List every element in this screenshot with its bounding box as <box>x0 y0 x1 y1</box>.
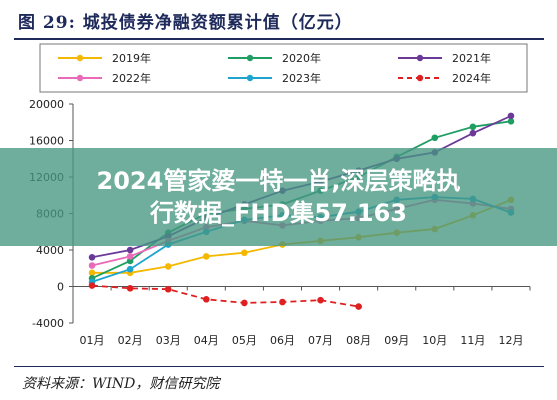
legend-label: 2023年 <box>282 71 321 85</box>
legend-label: 2022年 <box>112 71 151 85</box>
x-tick-label: 05月 <box>232 334 257 347</box>
x-tick-label: 10月 <box>422 334 447 347</box>
data-point <box>241 249 248 257</box>
data-point <box>88 254 96 261</box>
x-tick-label: 02月 <box>118 334 143 347</box>
y-tick-label: 0 <box>57 281 64 294</box>
source-rule <box>14 366 544 367</box>
overlay-line-1: 2024管家婆一特一肖,深层策略执 <box>96 167 461 195</box>
data-point <box>469 123 477 131</box>
data-point <box>469 129 477 137</box>
data-point <box>202 295 210 303</box>
y-tick-label: 16000 <box>29 135 64 148</box>
legend-marker <box>246 74 254 82</box>
data-point <box>279 298 286 306</box>
x-tick-label: 01月 <box>80 334 105 347</box>
legend-label: 2021年 <box>452 51 491 65</box>
x-tick-label: 12月 <box>498 334 523 347</box>
series-line <box>91 284 359 308</box>
overlay-line-2: 行数据_FHD集57.163 <box>149 199 407 227</box>
data-point <box>164 263 172 270</box>
title-rule <box>14 38 544 40</box>
y-tick-label: -4000 <box>32 317 64 330</box>
legend-marker <box>246 54 254 62</box>
data-point <box>126 253 134 260</box>
data-point <box>126 257 134 265</box>
legend-marker <box>76 74 84 82</box>
legend-label: 2020年 <box>282 51 321 65</box>
x-tick-label: 04月 <box>194 334 219 347</box>
overlay-banner <box>0 148 557 246</box>
data-point <box>88 269 96 277</box>
data-point <box>126 246 134 254</box>
source-note: 资料来源：WIND，财信研究院 <box>22 376 220 392</box>
legend-marker <box>76 54 84 62</box>
y-tick-label: 4000 <box>36 244 64 257</box>
y-tick-label: 20000 <box>29 98 64 111</box>
x-tick-label: 06月 <box>270 334 295 347</box>
data-point <box>88 262 96 269</box>
x-tick-label: 09月 <box>384 334 409 347</box>
x-tick-label: 08月 <box>346 334 371 347</box>
data-point <box>88 282 96 289</box>
data-point <box>355 303 362 310</box>
legend-box <box>39 43 528 93</box>
data-point <box>317 296 324 304</box>
legend-marker <box>416 54 424 62</box>
data-point <box>126 285 134 292</box>
data-point <box>507 118 515 125</box>
x-tick-label: 03月 <box>156 334 181 347</box>
data-point <box>202 253 210 260</box>
data-point <box>241 299 248 307</box>
data-point <box>431 134 439 142</box>
figure-title: 图 29: 城投债券净融资额累计值（亿元） <box>18 13 353 33</box>
x-tick-label: 11月 <box>460 334 485 347</box>
legend-label: 2019年 <box>112 51 151 65</box>
data-point <box>164 285 172 293</box>
legend-label: 2024年 <box>452 71 491 85</box>
data-point <box>507 112 515 120</box>
overlay-text: 2024管家婆一特一肖,深层策略执 行数据_FHD集57.163 <box>0 165 557 229</box>
data-point <box>126 265 134 273</box>
legend-marker <box>416 74 424 82</box>
x-tick-label: 07月 <box>308 334 333 347</box>
